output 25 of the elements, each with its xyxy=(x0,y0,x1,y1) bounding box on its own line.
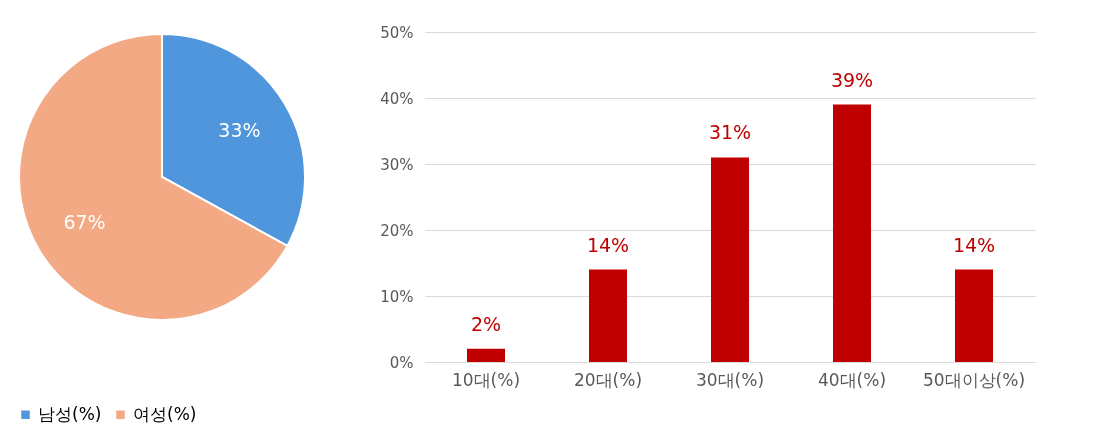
data-label: 14% xyxy=(952,233,996,256)
x-tick-label: 20대(%) xyxy=(573,369,643,390)
bar xyxy=(467,348,505,362)
y-tick-label: 50% xyxy=(380,23,414,42)
legend-label: 남성(%) xyxy=(38,403,102,424)
bar xyxy=(955,269,993,362)
data-label: 2% xyxy=(470,312,502,335)
x-tick-label: 30대(%) xyxy=(695,369,765,390)
y-tick-label: 20% xyxy=(380,221,414,240)
x-tick-label: 40대(%) xyxy=(817,369,887,390)
legend-label: 여성(%) xyxy=(133,403,197,424)
data-label: 67% xyxy=(63,210,106,233)
y-tick-label: 30% xyxy=(380,155,414,174)
y-tick-label: 40% xyxy=(380,89,414,108)
data-label: 33% xyxy=(218,119,261,142)
data-label: 39% xyxy=(830,68,874,91)
x-tick-label: 50대이상(%) xyxy=(922,369,1026,390)
x-tick-label: 10대(%) xyxy=(451,369,521,390)
y-tick-label: 0% xyxy=(389,353,414,372)
data-label: 31% xyxy=(708,121,752,144)
y-tick-label: 10% xyxy=(380,287,414,306)
bar xyxy=(833,104,871,362)
data-label: 14% xyxy=(586,233,630,256)
bar xyxy=(711,157,749,362)
bar xyxy=(589,269,627,362)
